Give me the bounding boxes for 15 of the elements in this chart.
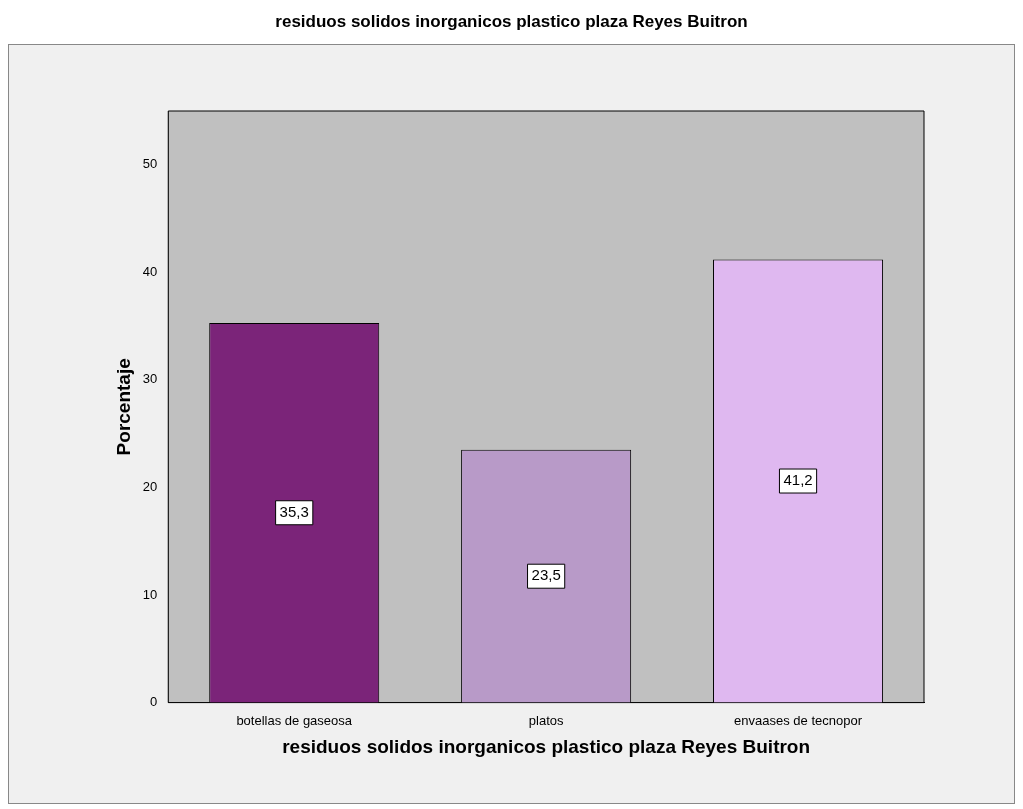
y-tick-label: 40 <box>142 263 158 279</box>
x-tick-label: envaases de tecnopor <box>734 712 863 728</box>
x-tick-label: platos <box>528 712 564 728</box>
y-tick-label: 10 <box>142 586 158 602</box>
chart-title: residuos solidos inorganicos plastico plaza Reyes Buitron <box>274 11 749 33</box>
y-tick-label: 30 <box>142 371 158 387</box>
data-label: 35,3 <box>279 502 309 520</box>
y-tick-label: 50 <box>142 156 158 172</box>
data-label: 23,5 <box>531 566 561 584</box>
y-tick-label: 0 <box>150 694 158 710</box>
x-axis-title: residuos solidos inorganicos plastico plaza Reyes Buitron <box>282 735 811 757</box>
x-tick-label: botellas de gaseosa <box>236 712 353 728</box>
y-axis-title: Porcentaje <box>112 358 134 456</box>
data-label: 41,2 <box>783 471 813 489</box>
y-tick-label: 20 <box>142 479 158 495</box>
